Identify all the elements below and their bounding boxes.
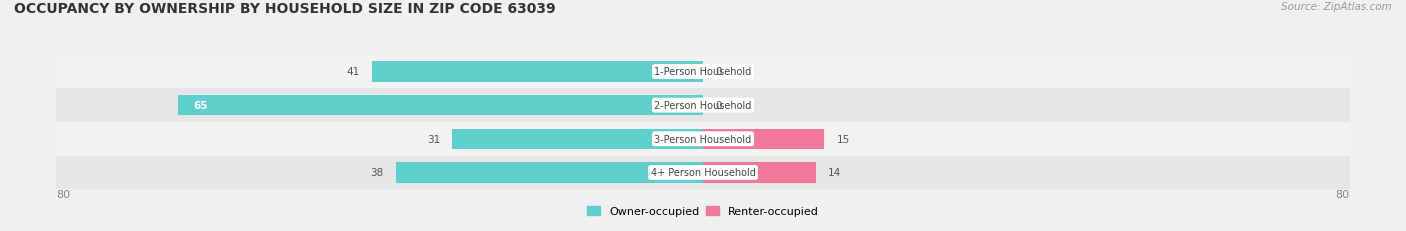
Text: 65: 65 bbox=[194, 101, 208, 111]
Text: 0: 0 bbox=[716, 101, 721, 111]
Legend: Owner-occupied, Renter-occupied: Owner-occupied, Renter-occupied bbox=[586, 206, 820, 216]
Text: 14: 14 bbox=[828, 168, 842, 178]
Bar bbox=[371, 62, 703, 82]
Text: OCCUPANCY BY OWNERSHIP BY HOUSEHOLD SIZE IN ZIP CODE 63039: OCCUPANCY BY OWNERSHIP BY HOUSEHOLD SIZE… bbox=[14, 2, 555, 16]
Text: 3-Person Household: 3-Person Household bbox=[654, 134, 752, 144]
Text: Source: ZipAtlas.com: Source: ZipAtlas.com bbox=[1281, 2, 1392, 12]
Bar bbox=[177, 96, 703, 116]
Text: 38: 38 bbox=[370, 168, 384, 178]
Text: 31: 31 bbox=[427, 134, 440, 144]
Bar bbox=[453, 129, 703, 149]
Bar bbox=[56, 89, 1350, 122]
Text: 1-Person Household: 1-Person Household bbox=[654, 67, 752, 77]
Text: 15: 15 bbox=[837, 134, 849, 144]
Text: 80: 80 bbox=[56, 189, 70, 199]
Text: 0: 0 bbox=[716, 67, 721, 77]
Bar bbox=[396, 163, 703, 183]
Text: 41: 41 bbox=[346, 67, 360, 77]
Bar bbox=[703, 129, 824, 149]
Text: 80: 80 bbox=[1336, 189, 1350, 199]
Bar bbox=[56, 122, 1350, 156]
Bar bbox=[56, 156, 1350, 189]
Text: 4+ Person Household: 4+ Person Household bbox=[651, 168, 755, 178]
Bar bbox=[56, 55, 1350, 89]
Bar bbox=[703, 163, 817, 183]
Text: 2-Person Household: 2-Person Household bbox=[654, 101, 752, 111]
